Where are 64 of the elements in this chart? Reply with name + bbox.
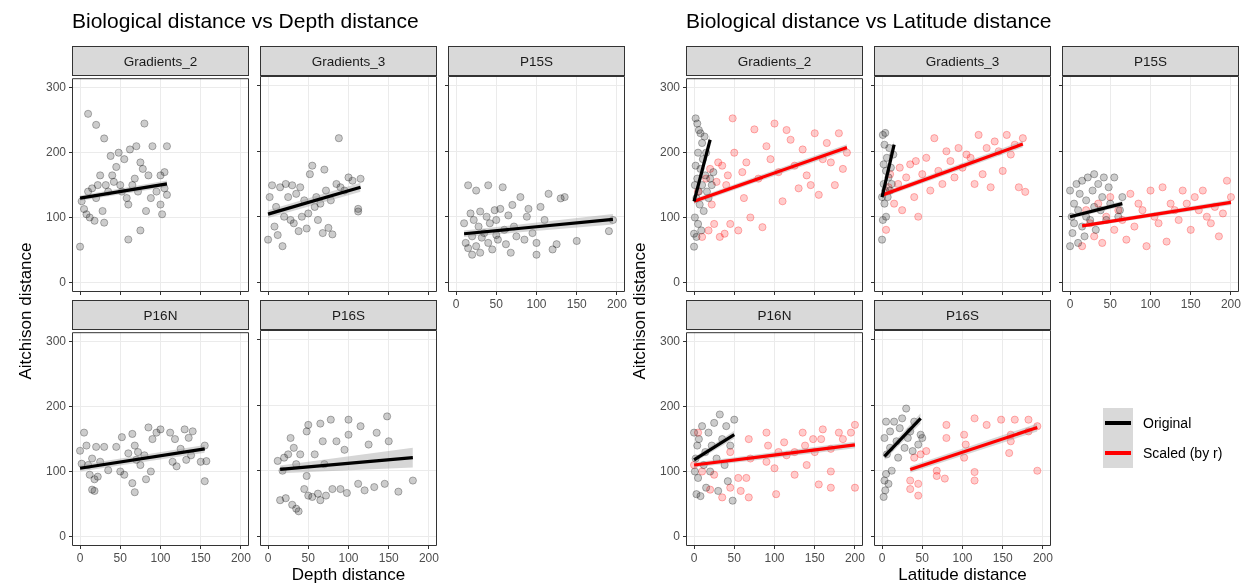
y-tick-label: 0: [673, 528, 681, 543]
x-tick-label: 200: [606, 296, 628, 311]
x-tick-label: 150: [992, 550, 1014, 565]
x-tick-label: 0: [1066, 296, 1074, 311]
chart-title: P16N: [72, 300, 249, 330]
text: Depth distance: [291, 565, 406, 585]
y-tick-label: 200: [45, 399, 67, 414]
x-tick-label: 50: [727, 550, 742, 565]
chart-title: Gradients_3: [260, 46, 437, 76]
chart-title: P16S: [874, 300, 1051, 330]
x-tick-label: 50: [489, 296, 504, 311]
y-tick-label: 0: [59, 528, 67, 543]
x-tick-label: 50: [915, 550, 930, 565]
x-tick-label: 0: [452, 296, 460, 311]
x-tick-label: 100: [338, 550, 359, 565]
y-tick-label: 100: [45, 209, 67, 224]
y-tick-label: 100: [659, 209, 681, 224]
x-tick-label: 50: [301, 550, 316, 565]
y-tick-label: 0: [673, 274, 681, 289]
x-tick-label: 200: [418, 550, 440, 565]
y-tick-label: 100: [45, 463, 67, 478]
x-tick-label: 100: [1140, 296, 1161, 311]
x-tick-label: 50: [113, 550, 128, 565]
x-tick-label: 100: [526, 296, 547, 311]
y-tick-label: 200: [659, 145, 681, 160]
x-tick-label: 150: [566, 296, 588, 311]
x-tick-label: 100: [952, 550, 973, 565]
chart-title: Gradients_2: [72, 46, 249, 76]
y-tick-label: 300: [45, 334, 67, 349]
x-tick-label: 0: [878, 550, 886, 565]
text: Aitchison distance: [16, 242, 36, 380]
y-tick-label: 300: [659, 334, 681, 349]
text: Aitchison distance: [630, 242, 650, 380]
y-tick-label: 100: [659, 463, 681, 478]
chart-title: Gradients_2: [686, 46, 863, 76]
chart-title: P15S: [448, 46, 625, 76]
x-tick-label: 150: [1180, 296, 1202, 311]
x-tick-label: 200: [844, 550, 866, 565]
y-tick-label: 200: [659, 399, 681, 414]
legend-label: Original: [1143, 415, 1192, 431]
legend-label: Scaled (by r): [1143, 445, 1223, 461]
x-tick-label: 150: [804, 550, 826, 565]
chart-title: Gradients_3: [874, 46, 1051, 76]
chart-title: P15S: [1062, 46, 1239, 76]
chart-title: P16N: [686, 300, 863, 330]
x-tick-label: 0: [690, 550, 698, 565]
x-tick-label: 50: [1103, 296, 1118, 311]
x-tick-label: 200: [1032, 550, 1054, 565]
y-tick-label: 300: [659, 80, 681, 95]
text: Biological distance vs Depth distance: [72, 9, 419, 33]
y-tick-label: 200: [45, 145, 67, 160]
x-tick-label: 0: [264, 550, 272, 565]
y-tick-label: 300: [45, 80, 67, 95]
x-tick-label: 150: [190, 550, 212, 565]
y-tick-label: 0: [59, 274, 67, 289]
text: Biological distance vs Latitude distance: [686, 9, 1052, 33]
x-tick-label: 0: [76, 550, 84, 565]
x-tick-label: 100: [764, 550, 785, 565]
x-tick-label: 200: [230, 550, 252, 565]
x-tick-label: 200: [1220, 296, 1242, 311]
chart-title: P16S: [260, 300, 437, 330]
x-tick-label: 150: [378, 550, 400, 565]
text: Latitude distance: [898, 565, 1027, 585]
x-tick-label: 100: [150, 550, 171, 565]
